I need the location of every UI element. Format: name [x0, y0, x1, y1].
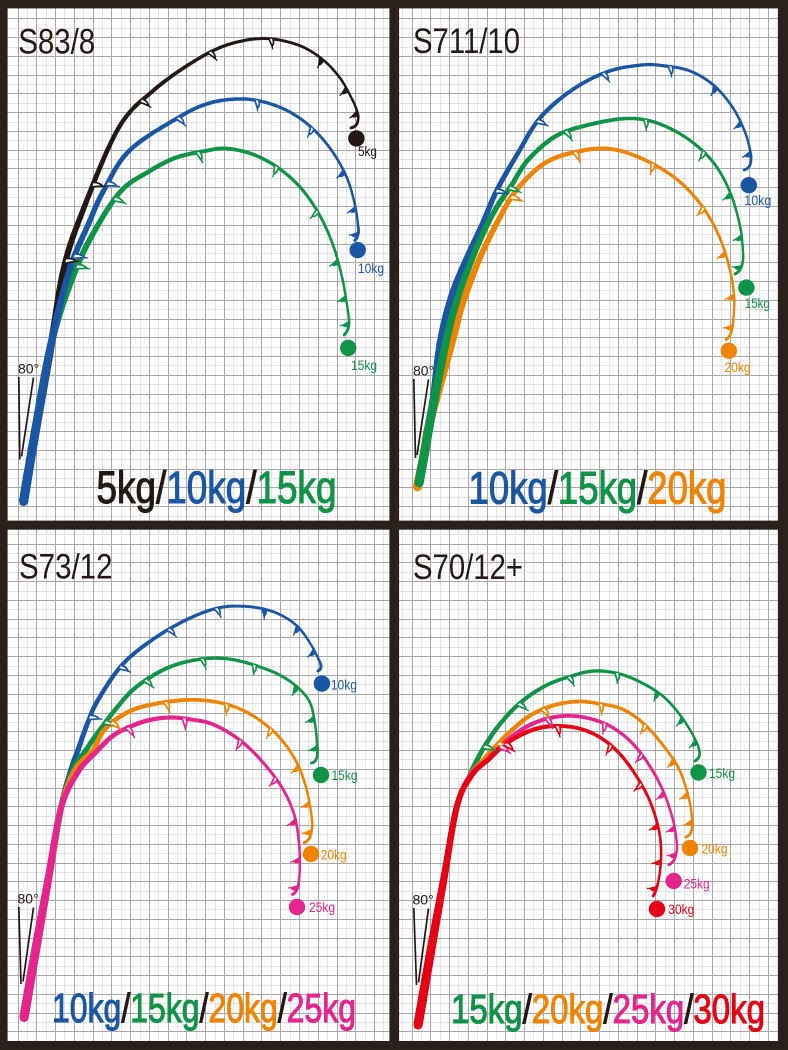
svg-text:10kg: 10kg [331, 678, 357, 693]
svg-text:80°: 80° [18, 891, 39, 907]
svg-text:15kg: 15kg [332, 768, 358, 783]
svg-text:10kg: 10kg [744, 193, 771, 208]
svg-text:20kg: 20kg [702, 842, 728, 857]
svg-text:10kg/15kg/20kg: 10kg/15kg/20kg [469, 463, 727, 514]
svg-text:15kg: 15kg [351, 358, 377, 373]
svg-text:5kg: 5kg [358, 144, 377, 159]
svg-text:15kg/20kg/25kg/30kg: 15kg/20kg/25kg/30kg [451, 986, 765, 1032]
svg-text:80°: 80° [413, 892, 434, 908]
svg-text:20kg: 20kg [725, 360, 751, 375]
svg-text:5kg/10kg/15kg: 5kg/10kg/15kg [97, 462, 337, 513]
svg-text:30kg: 30kg [668, 902, 694, 917]
svg-text:S711/10: S711/10 [413, 22, 520, 61]
svg-text:25kg: 25kg [309, 900, 335, 915]
svg-text:S83/8: S83/8 [18, 23, 95, 62]
svg-text:80°: 80° [18, 361, 39, 377]
svg-text:S73/12: S73/12 [19, 548, 113, 587]
svg-text:15kg: 15kg [709, 766, 735, 781]
svg-text:10kg: 10kg [358, 261, 384, 276]
svg-text:10kg/15kg/20kg/25kg: 10kg/15kg/20kg/25kg [52, 985, 356, 1031]
svg-text:S70/12+: S70/12+ [413, 548, 523, 587]
svg-text:25kg: 25kg [684, 877, 710, 892]
svg-text:15kg: 15kg [745, 296, 770, 311]
svg-text:20kg: 20kg [321, 848, 347, 863]
svg-text:80°: 80° [413, 363, 434, 379]
